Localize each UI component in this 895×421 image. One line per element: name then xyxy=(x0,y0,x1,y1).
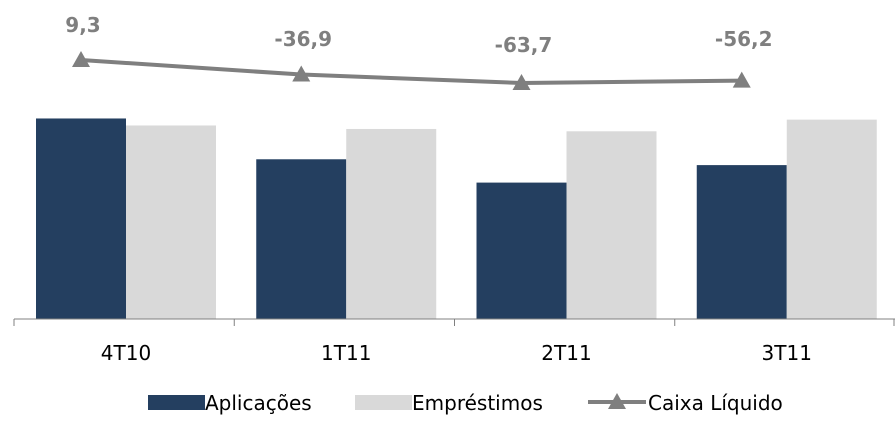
x-axis xyxy=(13,318,895,326)
line-layer: 9,3 -36,9 -63,7 -56,2 xyxy=(65,13,773,90)
bar-aplicacoes-1t11 xyxy=(256,159,347,319)
legend-swatch-emprestimos xyxy=(355,395,412,410)
bars-layer xyxy=(36,118,877,319)
legend-swatch-aplicacoes xyxy=(148,395,205,410)
bar-emprestimos-4t10 xyxy=(126,125,216,319)
marker-caixa-liquido-1t11 xyxy=(292,65,311,82)
x-tick-labels: 4T10 1T11 2T11 3T11 xyxy=(101,341,812,365)
line-caixa-liquido xyxy=(80,58,742,85)
x-tick-label: 4T10 xyxy=(101,341,151,365)
marker-caixa-liquido-2t11 xyxy=(512,74,531,90)
marker-caixa-liquido-3t11 xyxy=(732,71,751,88)
legend-label-caixa-liquido: Caixa Líquido xyxy=(648,391,783,415)
data-label-4t10: 9,3 xyxy=(65,13,100,37)
legend-label-aplicacoes: Aplicações xyxy=(205,391,312,415)
bar-emprestimos-3t11 xyxy=(786,119,877,319)
data-label-1t11: -36,9 xyxy=(274,27,332,51)
legend-label-emprestimos: Empréstimos xyxy=(412,391,543,415)
data-label-2t11: -63,7 xyxy=(495,33,553,57)
bar-emprestimos-2t11 xyxy=(566,131,657,319)
legend-marker-caixa-liquido xyxy=(608,393,626,409)
bar-emprestimos-1t11 xyxy=(346,128,437,319)
bar-aplicacoes-2t11 xyxy=(476,182,567,319)
legend: Aplicações Empréstimos Caixa Líquido xyxy=(148,391,783,415)
data-label-3t11: -56,2 xyxy=(715,27,773,51)
bar-aplicacoes-4t10 xyxy=(36,118,126,319)
x-tick-label: 2T11 xyxy=(541,341,591,365)
bar-aplicacoes-3t11 xyxy=(696,165,787,319)
x-tick-label: 3T11 xyxy=(762,341,812,365)
marker-caixa-liquido-4t10 xyxy=(72,51,90,67)
x-tick-label: 1T11 xyxy=(321,341,371,365)
